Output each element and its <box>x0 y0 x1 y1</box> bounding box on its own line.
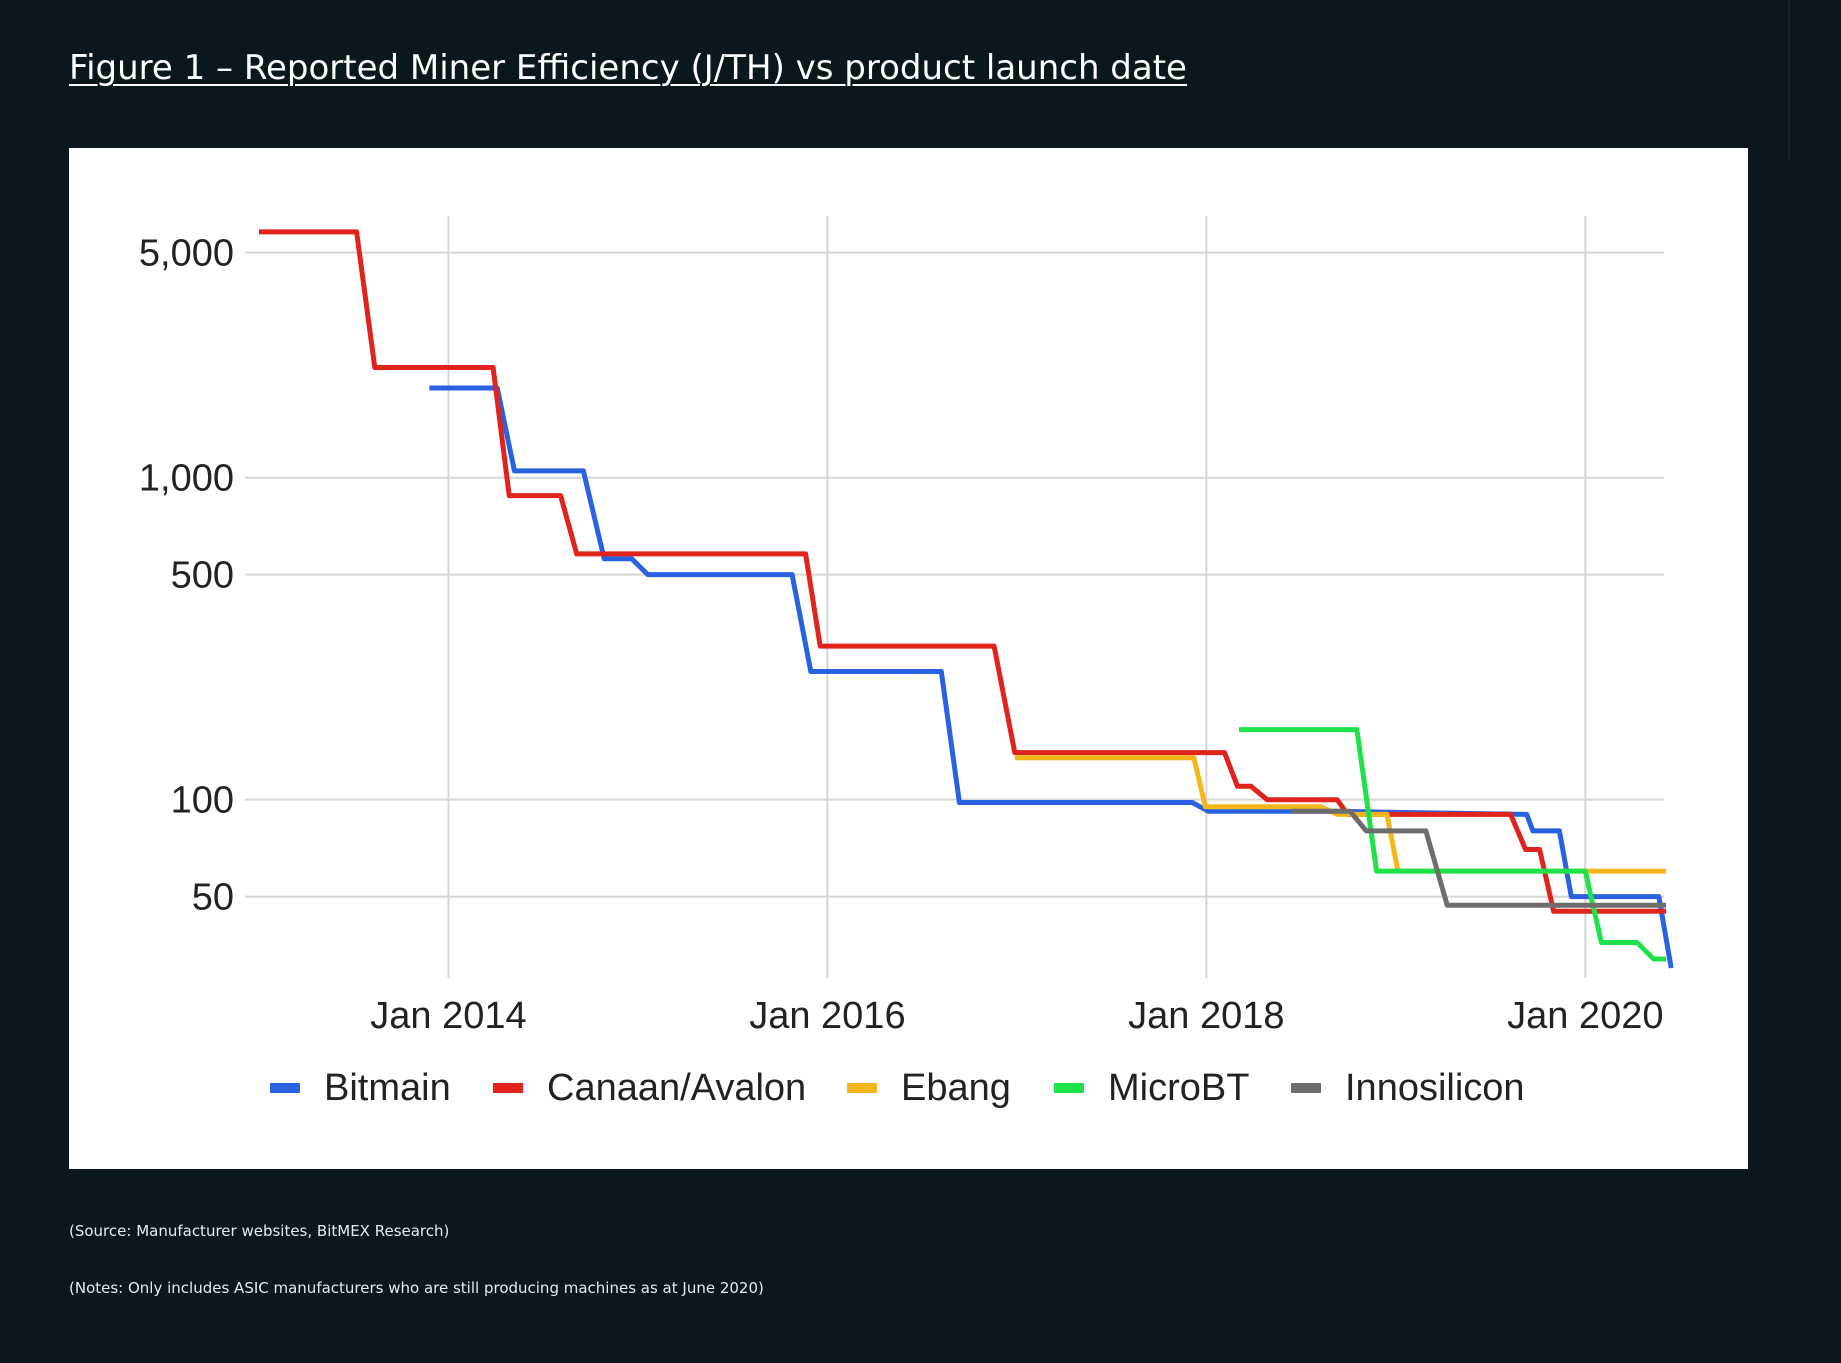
series-line-ebang <box>1014 755 1667 874</box>
source-note: (Source: Manufacturer websites, BitMEX R… <box>69 1222 450 1240</box>
legend-label: Ebang <box>901 1067 1011 1109</box>
legend-swatch <box>493 1083 523 1093</box>
series-line-microbt <box>1239 727 1667 962</box>
legend-label: Canaan/Avalon <box>547 1067 806 1109</box>
y-tick-label: 100 <box>171 780 234 822</box>
y-tick-label: 5,000 <box>139 233 234 275</box>
legend-label: MicroBT <box>1108 1067 1249 1109</box>
legend-swatch <box>1054 1083 1084 1093</box>
y-tick-label: 50 <box>192 877 234 919</box>
x-tick-label: Jan 2018 <box>1128 995 1284 1037</box>
x-tick-label: Jan 2014 <box>370 995 526 1037</box>
chart-svg: 5,000 1,000 500 100 50 Jan 2014 Jan 2016 Jan 20… <box>139 216 1674 1109</box>
chart-card: 5,000 1,000 500 100 50 Jan 2014 Jan 2016 Jan 20… <box>69 148 1748 1169</box>
x-tick-label: Jan 2020 <box>1507 995 1663 1037</box>
legend-swatch <box>1291 1083 1321 1093</box>
series-line-canaan-avalon <box>259 229 1667 914</box>
legend-label: Bitmain <box>324 1067 451 1109</box>
figure-title: Figure 1 – Reported Miner Efficiency (J/… <box>69 48 1187 88</box>
notes-text: (Notes: Only includes ASIC manufacturers… <box>69 1279 764 1297</box>
legend-swatch <box>847 1083 877 1093</box>
legend-label: Innosilicon <box>1345 1067 1525 1109</box>
edge-strip <box>1788 0 1790 160</box>
x-tick-label: Jan 2016 <box>749 995 905 1037</box>
legend-swatch <box>270 1083 300 1093</box>
series-line-bitmain <box>429 385 1674 969</box>
y-tick-label: 500 <box>171 555 234 597</box>
series-line-innosilicon <box>1292 808 1667 908</box>
y-tick-label: 1,000 <box>139 458 234 500</box>
